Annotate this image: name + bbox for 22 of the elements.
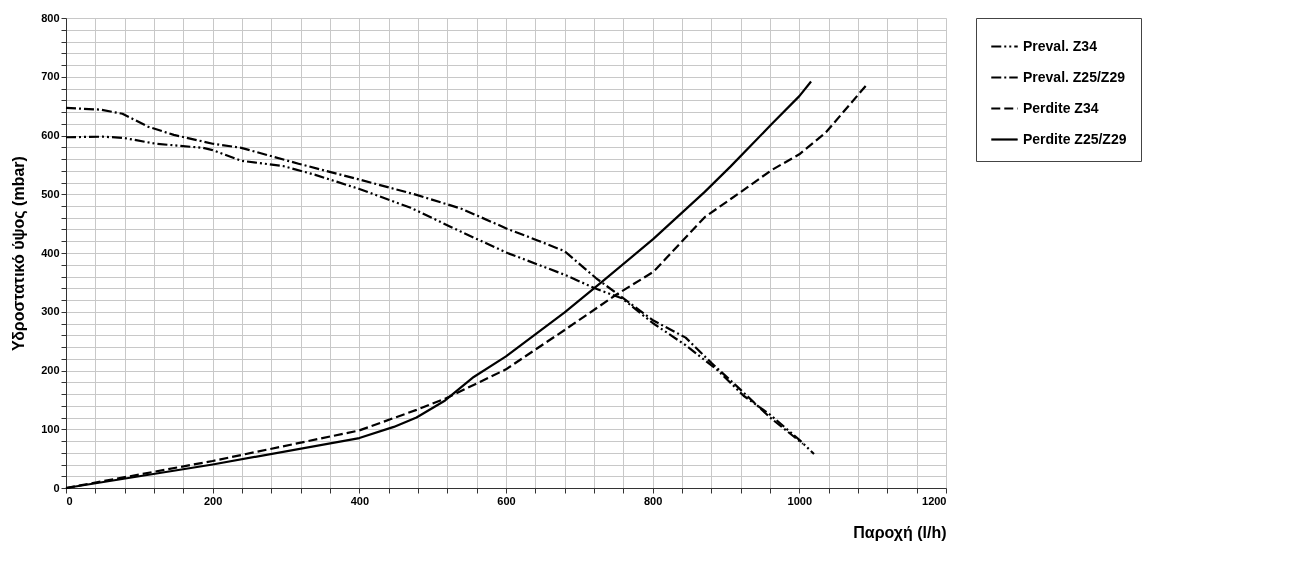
- y-tick-label: 600: [41, 129, 60, 141]
- y-tick-label: 200: [41, 364, 60, 376]
- y-tick-label: 300: [41, 305, 60, 318]
- x-tick-label: 0: [66, 494, 73, 507]
- x-tick-label: 1200: [922, 494, 947, 507]
- y-tick-label: 700: [41, 70, 60, 83]
- y-tick-label: 800: [41, 11, 60, 24]
- y-tick-label: 0: [53, 481, 60, 494]
- x-axis-title: Παροχή (l/h): [853, 523, 947, 541]
- y-tick-label: 400: [41, 246, 60, 259]
- y-tick-label: 100: [41, 422, 60, 435]
- y-tick-label: 500: [41, 187, 60, 200]
- legend-label: Perdite Z25/Z29: [1023, 130, 1127, 147]
- x-tick-label: 800: [643, 494, 663, 507]
- x-tick-label: 400: [350, 494, 370, 507]
- legend-label: Preval. Z25/Z29: [1023, 68, 1126, 85]
- x-tick-label: 600: [497, 494, 516, 507]
- x-tick-label: 1000: [787, 494, 813, 507]
- legend-label: Perdite Z34: [1023, 99, 1099, 116]
- x-tick-label: 200: [203, 494, 223, 507]
- y-axis-title: Υδροστατικό ύψος (mbar): [10, 156, 29, 351]
- legend-label: Preval. Z34: [1023, 37, 1098, 54]
